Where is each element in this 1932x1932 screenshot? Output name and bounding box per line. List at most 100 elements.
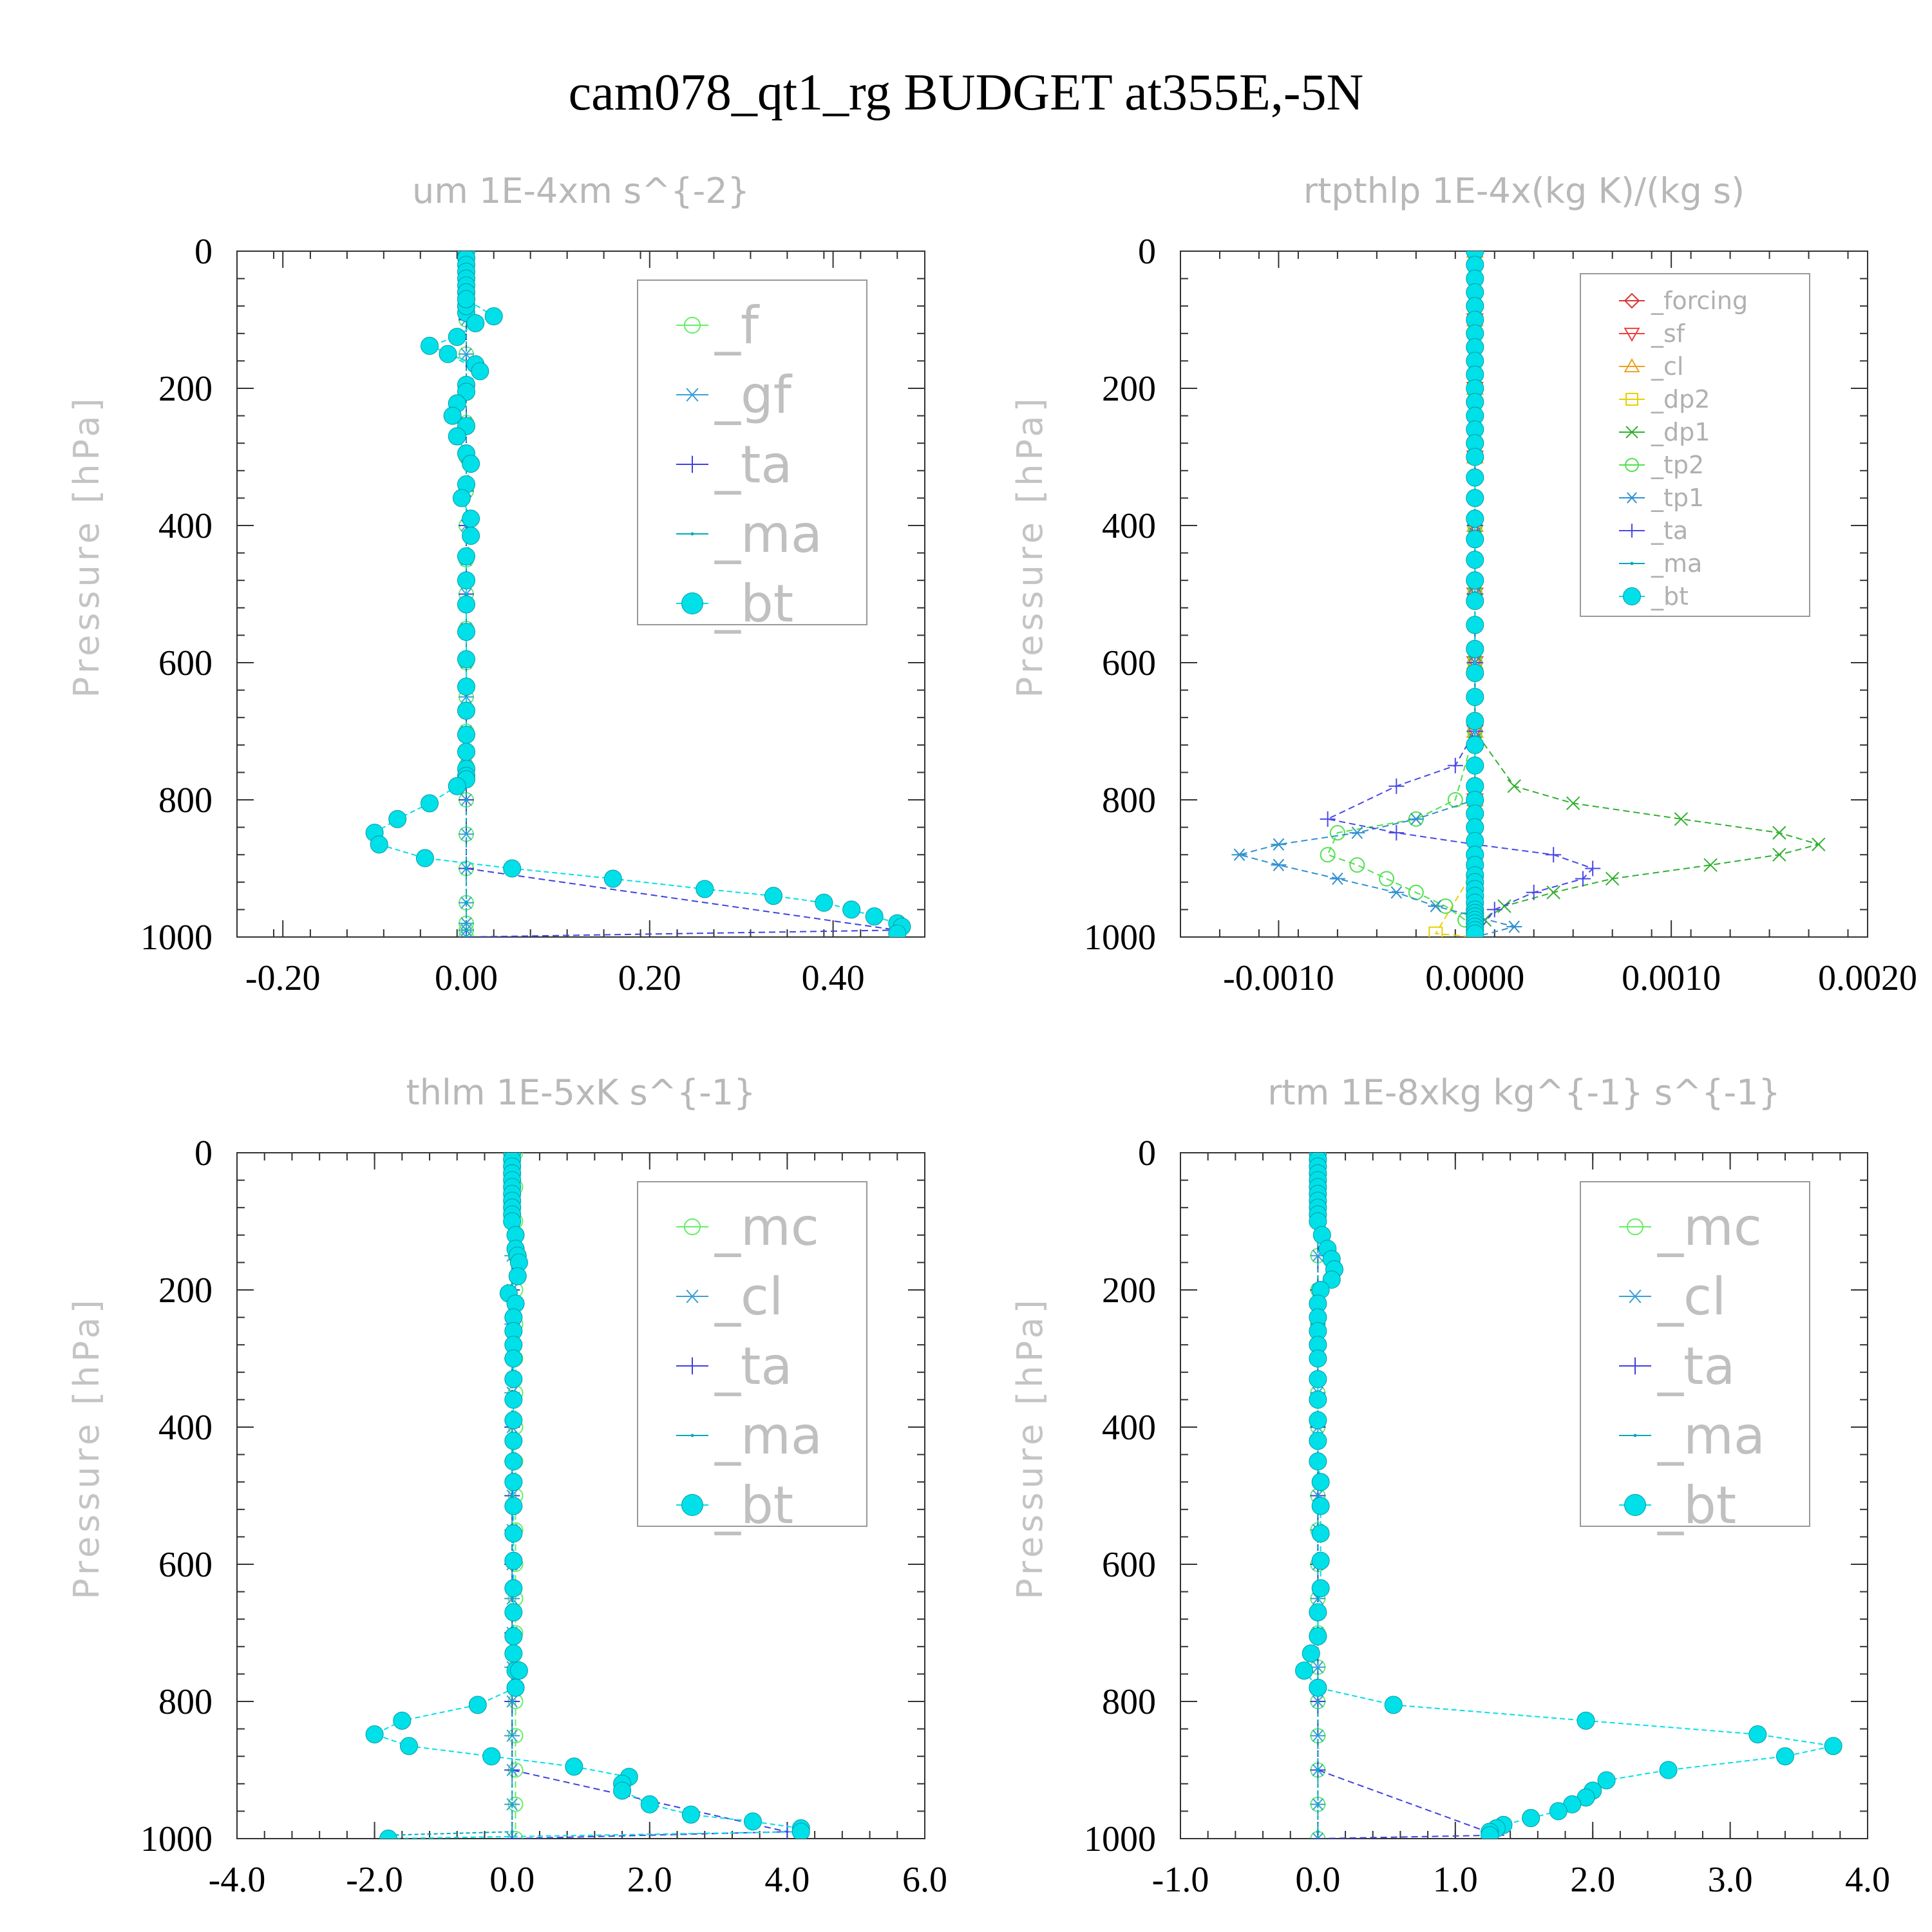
plot-area — [365, 1153, 810, 1839]
x-tick-label: 4.0 — [764, 1860, 810, 1900]
y-tick-label: 600 — [1102, 1545, 1156, 1585]
data-point — [1466, 663, 1484, 682]
x-tick-label: -1.0 — [1152, 1860, 1209, 1900]
data-point — [1481, 1826, 1499, 1839]
y-tick-label: 400 — [158, 1408, 213, 1448]
x-tick-label: 0.0000 — [1425, 958, 1524, 998]
y-tick-label: 0 — [194, 1133, 213, 1173]
data-point — [1566, 796, 1580, 811]
x-tick-label: 0.00 — [435, 958, 498, 998]
data-point — [504, 1432, 523, 1450]
data-point — [1316, 1700, 1320, 1703]
data-point — [1311, 1524, 1330, 1543]
data-point — [1577, 1711, 1595, 1730]
data-point — [510, 1768, 514, 1772]
legend-label: _dp2 — [1651, 385, 1710, 413]
data-point — [1597, 1771, 1616, 1790]
legend-label: _sf — [1651, 319, 1686, 348]
legend-label: _ta — [1657, 1336, 1735, 1396]
data-point — [365, 1725, 384, 1744]
data-point — [1310, 1832, 1326, 1839]
data-point — [1316, 1494, 1320, 1497]
data-point — [865, 907, 884, 926]
data-point — [457, 677, 475, 696]
legend-label: _ma — [714, 504, 822, 564]
legend-marker — [1626, 1357, 1644, 1375]
x-tick-label: -0.20 — [245, 958, 321, 998]
data-point — [439, 345, 457, 363]
legend-label: _ta — [714, 1336, 792, 1396]
data-point — [457, 547, 475, 565]
data-point — [1466, 639, 1484, 658]
data-point — [1466, 592, 1484, 611]
data-point — [504, 1497, 523, 1515]
data-point — [1466, 712, 1484, 730]
data-point — [457, 743, 475, 761]
panel-title: um 1E-4xm s^{-2} — [412, 171, 750, 211]
data-point — [1546, 886, 1560, 900]
y-tick-label: 200 — [1102, 1271, 1156, 1311]
x-tick-label: 0.0010 — [1622, 958, 1721, 998]
legend-marker — [681, 1494, 703, 1516]
data-point — [504, 1551, 523, 1570]
data-point — [791, 1823, 810, 1839]
legend-marker — [1624, 1494, 1646, 1516]
plot-frame — [1180, 251, 1868, 938]
data-point — [1310, 1661, 1326, 1674]
data-point — [457, 650, 475, 668]
y-tick-label: 800 — [158, 1682, 213, 1722]
y-tick-label: 800 — [1102, 781, 1156, 820]
data-point — [448, 427, 466, 446]
data-point — [681, 1805, 700, 1824]
data-point — [613, 1781, 632, 1800]
data-point — [464, 901, 468, 905]
legend-marker — [690, 1434, 694, 1437]
data-point — [443, 406, 462, 425]
data-point — [1309, 1411, 1327, 1430]
legend-label: _mc — [714, 1197, 819, 1257]
data-point — [1486, 902, 1502, 918]
x-tick-label: 2.0 — [1570, 1860, 1615, 1900]
legend-marker — [683, 316, 701, 334]
legend-marker — [1633, 1434, 1637, 1437]
data-point — [1497, 899, 1511, 913]
series-line — [466, 251, 898, 937]
y-tick-label: 1000 — [1084, 1819, 1156, 1859]
legend-box — [1580, 273, 1810, 617]
legend-marker — [683, 455, 701, 473]
data-point — [379, 1830, 397, 1839]
y-tick-label: 800 — [158, 781, 213, 820]
data-point — [421, 794, 439, 813]
data-point — [457, 701, 475, 720]
y-tick-label: 400 — [158, 506, 213, 546]
y-tick-label: 0 — [1138, 232, 1156, 272]
series-line — [1474, 251, 1821, 937]
legend-label: _bt — [714, 1475, 793, 1535]
y-tick-label: 200 — [1102, 369, 1156, 409]
data-point — [1585, 860, 1601, 876]
data-point — [1311, 1579, 1330, 1598]
data-point — [1310, 1831, 1326, 1839]
legend-label: _ma — [1657, 1406, 1765, 1466]
y-tick-label: 200 — [158, 369, 213, 409]
data-point — [452, 489, 471, 507]
legend-label: _ma — [714, 1406, 822, 1466]
legend-marker — [683, 1289, 701, 1303]
legend-marker — [1625, 426, 1638, 439]
data-point — [448, 328, 466, 346]
data-point — [1302, 1644, 1320, 1663]
data-point — [1388, 825, 1405, 841]
data-point — [1605, 871, 1620, 886]
y-tick-label: 200 — [158, 1271, 213, 1311]
legend-label: _ta — [714, 435, 792, 495]
legend-box — [637, 279, 867, 625]
data-point — [464, 592, 468, 596]
data-point — [1703, 858, 1718, 872]
legend-marker — [683, 1357, 701, 1375]
y-tick-label: 0 — [1138, 1133, 1156, 1173]
data-point — [1329, 825, 1345, 841]
data-point — [744, 1812, 762, 1831]
legend-marker — [1625, 393, 1638, 406]
data-point — [462, 509, 480, 528]
legend-marker — [1624, 292, 1640, 309]
